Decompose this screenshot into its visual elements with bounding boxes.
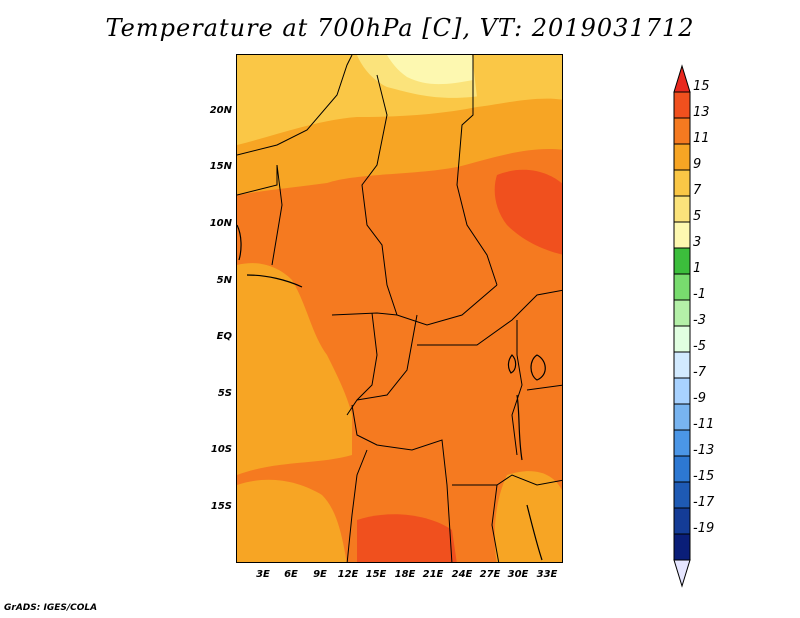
- lat-label: 15N: [209, 161, 232, 172]
- colorbar-segment: [673, 403, 691, 431]
- temperature-band-9-southeast: [494, 471, 562, 562]
- colorbar-tick-label: 9: [693, 157, 702, 172]
- temperature-band-3: [387, 55, 473, 85]
- lon-label: 12E: [337, 569, 359, 580]
- lat-label: 5N: [216, 275, 232, 286]
- colorbar-tick-label: -7: [693, 365, 706, 380]
- lon-label: 21E: [422, 569, 444, 580]
- lon-label: 9E: [313, 569, 327, 580]
- lat-label: 10N: [209, 218, 232, 229]
- colorbar-segment: [673, 299, 691, 327]
- colorbar-tick-label: -3: [693, 313, 706, 328]
- colorbar-tick-label: -11: [693, 417, 715, 432]
- lon-label: 18E: [394, 569, 416, 580]
- colorbar-segment: [673, 169, 691, 197]
- lon-label: 15E: [365, 569, 387, 580]
- colorbar-tick-label: 15: [693, 79, 710, 94]
- colorbar-segment: [673, 195, 691, 223]
- colorbar-segment: [673, 221, 691, 249]
- lat-label: 10S: [210, 444, 232, 455]
- temperature-map: [236, 54, 563, 563]
- colorbar-tick-label: -1: [693, 287, 706, 302]
- temperature-band-13-east: [494, 169, 562, 255]
- colorbar-tick-label: 1: [693, 261, 702, 276]
- colorbar-segment: [673, 507, 691, 535]
- water-bodies: [237, 224, 546, 561]
- colorbar-segment: [673, 91, 691, 119]
- colorbar-tick-label: 7: [693, 183, 702, 198]
- colorbar-segment: [673, 64, 691, 93]
- lon-label: 30E: [507, 569, 529, 580]
- colorbar-segment: [673, 143, 691, 171]
- temperature-band-13-south: [357, 514, 457, 562]
- colorbar-segment: [673, 325, 691, 353]
- colorbar-segment: [673, 559, 691, 588]
- lon-label: 6E: [284, 569, 298, 580]
- colorbar-segment: [673, 351, 691, 379]
- colorbar-segment: [673, 481, 691, 509]
- colorbar-tick-label: 3: [693, 235, 702, 250]
- colorbar-tick-label: -15: [693, 469, 715, 484]
- temperature-band-7-east: [472, 55, 562, 97]
- country-borders: [237, 55, 562, 562]
- colorbar-segment: [673, 247, 691, 275]
- colorbar-tick-label: 11: [693, 131, 710, 146]
- lat-label: 20N: [209, 105, 232, 116]
- colorbar-tick-label: 5: [693, 209, 702, 224]
- credit-text: GrADS: IGES/COLA: [4, 603, 98, 613]
- map-title: Temperature at 700hPa [C], VT: 201903171…: [105, 14, 695, 42]
- colorbar-segment: [673, 117, 691, 145]
- temperature-band-9-south: [237, 479, 347, 562]
- colorbar-tick-label: -19: [693, 521, 715, 536]
- colorbar-tick-label: -5: [693, 339, 706, 354]
- lon-label: 24E: [451, 569, 473, 580]
- colorbar-tick-label: -13: [693, 443, 715, 458]
- lat-label: 5S: [217, 388, 232, 399]
- colorbar-segment: [673, 533, 691, 561]
- lon-label: 27E: [479, 569, 501, 580]
- colorbar-segment: [673, 455, 691, 483]
- colorbar-tick-label: -17: [693, 495, 715, 510]
- colorbar-tick-label: 13: [693, 105, 710, 120]
- lat-label: 15S: [210, 501, 232, 512]
- lat-label: EQ: [216, 331, 232, 342]
- colorbar-tick-label: -9: [693, 391, 706, 406]
- colorbar-segment: [673, 377, 691, 405]
- colorbar-segment: [673, 429, 691, 457]
- lon-label: 33E: [536, 569, 558, 580]
- lon-label: 3E: [256, 569, 270, 580]
- temperature-band-9-west: [237, 263, 352, 475]
- colorbar-segment: [673, 273, 691, 301]
